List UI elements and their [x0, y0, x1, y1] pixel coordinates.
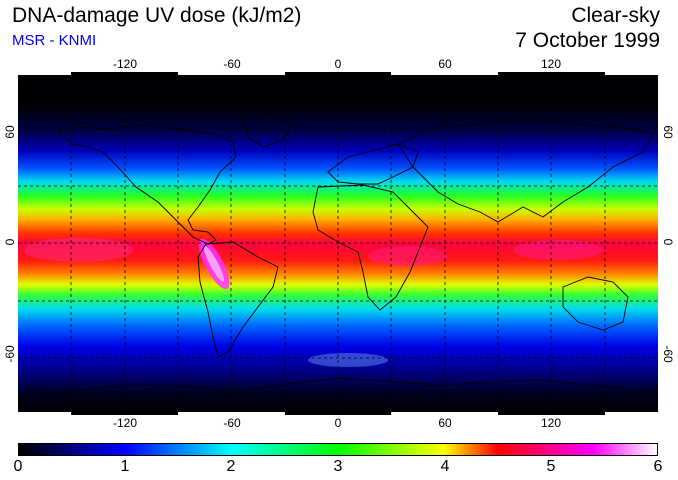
lon-label-top-120: 120	[540, 57, 562, 71]
pacific-hotspot	[23, 238, 133, 262]
andes-core	[203, 246, 225, 282]
frame-ticks	[18, 72, 658, 415]
lon-label-top-minus120: -120	[112, 57, 138, 71]
uv-map-svg	[18, 72, 658, 415]
map-title: DNA-damage UV dose (kJ/m2)	[12, 4, 302, 27]
colorbar	[18, 443, 658, 456]
graticule	[18, 72, 658, 415]
colorbar-label-4: 4	[440, 458, 450, 475]
north-america-coast	[57, 123, 237, 245]
lat-label-left-minus60: -60	[3, 345, 17, 363]
africa-coast	[312, 184, 429, 311]
indopacific-hotspot	[513, 240, 603, 260]
lon-label-top-0: 0	[334, 57, 342, 71]
colorbar-label-6: 6	[653, 458, 663, 475]
colorbar-label-3: 3	[333, 458, 343, 475]
lon-label-top-60: 60	[438, 57, 452, 71]
lon-label-top-minus60: -60	[223, 57, 241, 71]
lon-label-bottom-0: 0	[334, 416, 342, 430]
southern-swirl	[308, 353, 388, 367]
uv-dose-map	[18, 72, 658, 415]
lon-label-bottom-minus120: -120	[112, 416, 138, 430]
colorbar-label-1: 1	[120, 458, 130, 475]
coastlines	[37, 113, 658, 395]
colorbar-label-5: 5	[546, 458, 556, 475]
lon-label-bottom-minus60: -60	[223, 416, 241, 430]
condition-label: Clear-sky	[571, 4, 660, 27]
lat-label-right-minus60: -60	[661, 345, 675, 363]
africa-hotspot	[368, 246, 448, 266]
lon-label-bottom-60: 60	[438, 416, 452, 430]
asia-coast	[397, 121, 654, 223]
lat-label-left-0: 0	[3, 238, 17, 246]
credit-label: MSR - KNMI	[12, 32, 97, 49]
date-label: 7 October 1999	[515, 29, 660, 52]
colorbar-label-0: 0	[13, 458, 23, 475]
lat-label-left-60: 60	[3, 125, 17, 139]
greenland-coast	[242, 113, 294, 148]
lat-label-right-0: 0	[661, 238, 675, 246]
australia-coast	[562, 276, 629, 331]
antarctica-coast	[37, 377, 658, 395]
lat-label-right-60: 60	[661, 125, 675, 139]
south-america-coast	[197, 241, 279, 358]
lon-label-bottom-120: 120	[540, 416, 562, 430]
colorbar-label-2: 2	[226, 458, 236, 475]
